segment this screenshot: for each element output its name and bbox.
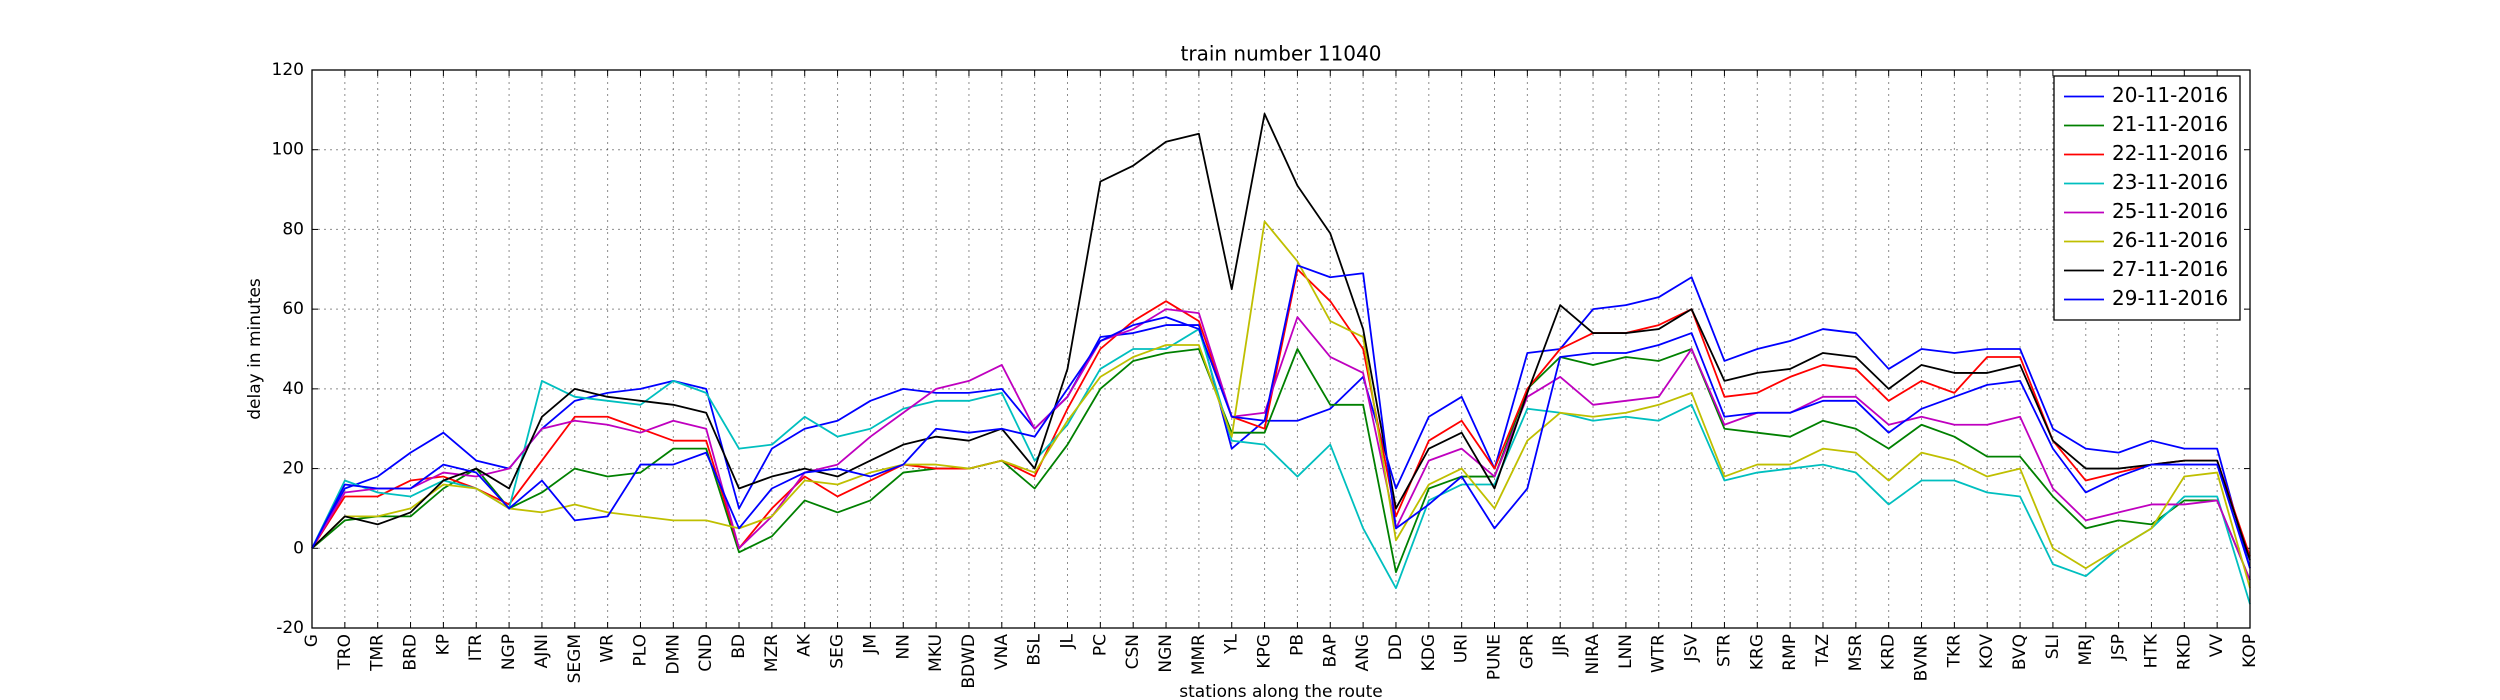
legend-label: 20-11-2016 — [2112, 83, 2228, 107]
x-tick-label: BVNR — [1912, 634, 1932, 681]
x-tick-label: NIRA — [1583, 634, 1603, 675]
x-tick-label: KOV — [1977, 634, 1997, 669]
y-tick-label: 60 — [282, 299, 304, 319]
x-tick-label: KPG — [1255, 634, 1275, 669]
series-line — [311, 220, 2251, 589]
x-tick-label: PUNE — [1485, 634, 1505, 680]
x-tick-label: JJR — [1550, 634, 1570, 657]
x-tick-label: BAP — [1320, 634, 1340, 668]
y-axis-label: delay in minutes — [245, 278, 265, 420]
legend-label: 22-11-2016 — [2112, 141, 2228, 165]
y-tick-label: 40 — [282, 379, 304, 399]
x-tick-label: KOP — [2240, 634, 2260, 668]
x-tick-label: JL — [1057, 633, 1077, 649]
x-tick-label: PLO — [630, 634, 650, 667]
x-tick-label: TAZ — [1813, 634, 1833, 667]
x-tick-label: WR — [598, 634, 618, 663]
x-tick-label: KRG — [1747, 634, 1767, 670]
x-tick-label: DMN — [663, 634, 683, 674]
x-tick-label: RKD — [2174, 634, 2194, 670]
x-tick-label: LNN — [1616, 634, 1636, 669]
chart-title: train number 11040 — [1181, 42, 1382, 66]
x-tick-label: BSL — [1025, 633, 1045, 665]
x-axis-label: stations along the route — [1179, 682, 1383, 700]
series-line — [311, 268, 2251, 557]
x-tick-label: PC — [1090, 634, 1110, 656]
x-tick-label: YL — [1222, 633, 1242, 654]
x-tick-label: SLI — [2043, 634, 2063, 659]
legend-label: 21-11-2016 — [2112, 112, 2228, 136]
x-tick-label: JSV — [1682, 634, 1702, 663]
x-tick-label: SEG — [828, 634, 848, 669]
x-tick-label: JSP — [2109, 634, 2129, 661]
x-tick-label: TRO — [335, 634, 355, 671]
legend-label: 26-11-2016 — [2112, 228, 2228, 252]
legend: 20-11-2016 21-11-2016 22-11-2016 23-11-2016… — [2053, 75, 2241, 321]
x-tick-label: TKR — [1944, 634, 1964, 669]
y-tick-label: 100 — [272, 140, 304, 160]
x-tick-label: MMR — [1189, 634, 1209, 675]
x-tick-label: RMP — [1780, 634, 1800, 671]
x-tick-label: KRD — [1879, 634, 1899, 670]
legend-label: 29-11-2016 — [2112, 286, 2228, 310]
series-line — [311, 308, 2251, 581]
x-tick-label: NGN — [1156, 634, 1176, 673]
x-tick-label: BVQ — [2010, 634, 2030, 670]
legend-label: 27-11-2016 — [2112, 257, 2228, 281]
x-tick-label: JM — [860, 634, 880, 655]
series-line — [311, 348, 2251, 581]
x-tick-label: MRJ — [2076, 634, 2096, 666]
x-tick-label: CSN — [1123, 634, 1143, 669]
x-tick-label: SEGM — [565, 634, 585, 683]
plot-frame — [311, 69, 2251, 629]
legend-box — [2053, 75, 2241, 321]
y-tick-label: 120 — [272, 60, 304, 80]
x-tick-label: BD — [729, 634, 749, 659]
x-tick-label: URI — [1452, 634, 1472, 663]
series-line — [311, 264, 2251, 569]
series-line — [311, 328, 2251, 605]
legend-label: 25-11-2016 — [2112, 199, 2228, 223]
x-tick-label: ANG — [1353, 634, 1373, 672]
y-tick-label: 20 — [282, 459, 304, 479]
x-tick-label: PB — [1287, 634, 1307, 656]
x-tick-label: AK — [795, 633, 815, 657]
x-tick-label: ITR — [466, 634, 486, 661]
x-tick-label: HTK — [2141, 633, 2161, 668]
x-tick-label: BDWD — [959, 634, 979, 689]
x-tick-label: MKU — [926, 634, 946, 672]
y-tick-label: 80 — [282, 219, 304, 239]
x-tick-label: KP — [433, 634, 453, 655]
x-tick-label: AJNI — [532, 634, 552, 668]
x-tick-label: NGP — [499, 634, 519, 670]
series-line — [311, 112, 2251, 561]
x-tick-label: G — [302, 634, 322, 647]
x-tick-label: VNA — [992, 634, 1012, 670]
x-tick-label: TMR — [368, 634, 388, 672]
x-tick-label: KDG — [1419, 634, 1439, 671]
x-tick-label: VV — [2207, 634, 2227, 658]
x-tick-label: DD — [1386, 634, 1406, 660]
x-tick-label: STR — [1714, 634, 1734, 667]
x-tick-label: CND — [696, 634, 716, 672]
y-tick-label: 0 — [293, 538, 304, 558]
x-tick-label: GPR — [1517, 634, 1537, 669]
x-tick-label: WTR — [1649, 634, 1669, 673]
series-line — [311, 276, 2251, 569]
legend-label: 23-11-2016 — [2112, 170, 2228, 194]
y-tick-label: -20 — [276, 618, 304, 638]
x-tick-label: NN — [893, 634, 913, 659]
x-tick-label: MSR — [1846, 634, 1866, 671]
x-tick-label: BRD — [401, 634, 421, 671]
x-tick-label: MZR — [762, 634, 782, 672]
